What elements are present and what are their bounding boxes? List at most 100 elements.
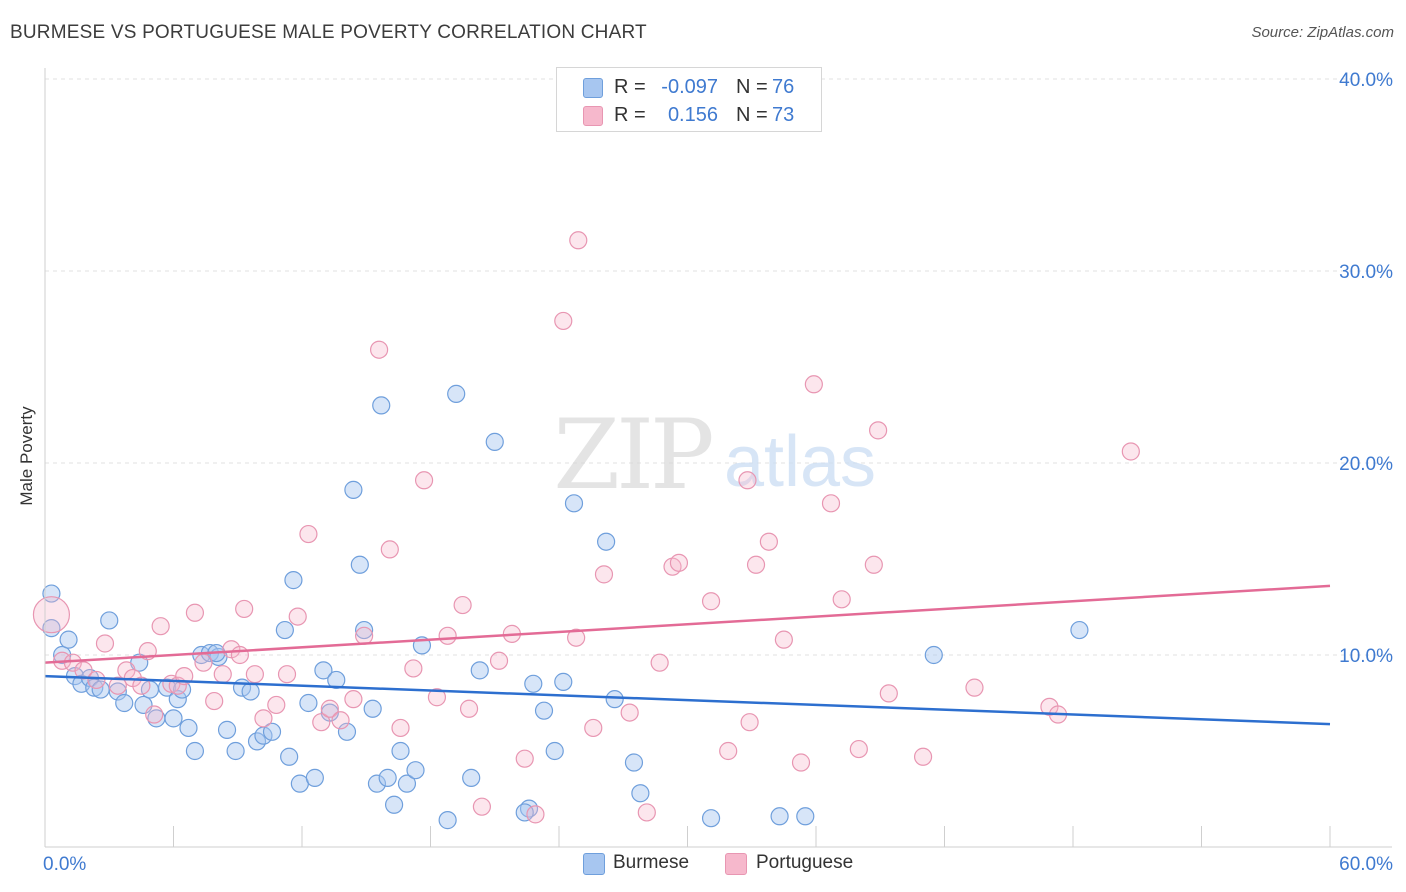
point-portuguese xyxy=(74,661,93,680)
point-burmese xyxy=(350,555,369,574)
point-portuguese xyxy=(230,645,249,665)
point-burmese xyxy=(470,661,489,680)
point-burmese xyxy=(108,682,127,701)
point-portuguese xyxy=(738,471,757,490)
point-portuguese xyxy=(669,553,689,572)
point-portuguese xyxy=(331,711,350,730)
point-burmese xyxy=(305,768,324,787)
point-burmese xyxy=(226,741,245,761)
point-portuguese xyxy=(288,607,307,626)
point-burmese xyxy=(275,620,294,640)
point-burmese xyxy=(796,807,815,826)
point-burmese xyxy=(631,784,650,803)
point-burmese xyxy=(217,720,237,739)
point-portuguese xyxy=(453,595,472,615)
point-burmese xyxy=(164,709,183,728)
point-portuguese xyxy=(213,665,232,684)
point-portuguese xyxy=(584,718,603,738)
point-portuguese xyxy=(567,628,586,647)
legend-n-value: 73 xyxy=(772,104,795,126)
legend-r-label: R = xyxy=(614,104,646,126)
point-portuguese xyxy=(913,747,933,766)
point-burmese xyxy=(924,645,943,665)
point-portuguese xyxy=(740,713,759,732)
point-burmese xyxy=(438,811,457,830)
point-portuguese xyxy=(791,753,811,772)
point-burmese xyxy=(59,630,78,649)
point-portuguese xyxy=(746,555,766,574)
point-portuguese xyxy=(414,471,434,490)
legend-r-value: 0.156 xyxy=(667,104,718,126)
point-portuguese xyxy=(277,665,297,684)
point-burmese xyxy=(701,809,721,828)
point-burmese xyxy=(485,432,504,451)
point-portuguese xyxy=(235,599,254,619)
point-burmese xyxy=(314,661,333,680)
point-burmese xyxy=(363,699,382,718)
legend-row-portuguese: R = 0.156 N = 73 xyxy=(557,101,821,129)
point-burmese xyxy=(554,672,573,691)
y-tick-label: 40.0% xyxy=(1339,70,1393,91)
point-burmese xyxy=(367,774,387,793)
point-portuguese xyxy=(701,592,721,611)
point-burmese xyxy=(100,611,119,630)
point-portuguese xyxy=(594,565,614,584)
point-portuguese xyxy=(759,532,778,551)
point-portuguese xyxy=(459,699,479,718)
point-burmese xyxy=(624,753,644,772)
point-portuguese xyxy=(427,688,447,707)
point-portuguese xyxy=(554,311,573,331)
point-burmese xyxy=(1070,620,1089,640)
point-portuguese xyxy=(879,684,898,703)
point-portuguese xyxy=(569,231,588,250)
point-portuguese xyxy=(804,375,823,394)
watermark-zip: ZIP xyxy=(553,399,712,511)
point-portuguese xyxy=(132,676,151,695)
point-portuguese xyxy=(32,596,71,634)
point-portuguese xyxy=(650,653,669,672)
point-portuguese xyxy=(344,690,363,709)
grid-layer xyxy=(45,78,1392,656)
point-burmese xyxy=(262,722,282,741)
point-portuguese xyxy=(515,749,534,768)
correlation-legend: R = -0.097 N = 76 R = 0.156 N = 73 xyxy=(556,67,822,132)
point-burmese xyxy=(384,795,404,814)
point-burmese xyxy=(564,494,584,513)
point-burmese xyxy=(185,741,205,761)
point-burmese xyxy=(406,761,425,780)
point-burmese xyxy=(597,532,616,551)
point-burmese xyxy=(378,768,397,787)
point-portuguese xyxy=(87,670,106,690)
legend-swatch-portuguese xyxy=(583,106,603,126)
point-portuguese xyxy=(821,494,841,513)
y-tick-label: 20.0% xyxy=(1339,454,1393,475)
point-portuguese xyxy=(95,634,115,653)
point-portuguese xyxy=(151,617,170,636)
point-portuguese xyxy=(299,524,318,544)
point-burmese xyxy=(605,690,624,709)
watermark-atlas: atlas xyxy=(724,422,876,502)
point-portuguese xyxy=(145,705,164,724)
point-portuguese xyxy=(472,797,491,816)
legend-n-value: 76 xyxy=(772,76,795,98)
point-burmese xyxy=(168,690,187,709)
point-burmese xyxy=(344,480,363,499)
bottom-legend-swatch-portuguese xyxy=(725,853,747,875)
point-burmese xyxy=(241,682,260,701)
point-portuguese xyxy=(355,626,374,645)
legend-r-value: -0.097 xyxy=(661,76,718,98)
points-layer xyxy=(32,231,1140,830)
legend-r-label: R = xyxy=(614,76,646,98)
y-tick-label: 30.0% xyxy=(1339,262,1393,283)
bottom-legend-label-portuguese: Portuguese xyxy=(756,852,854,873)
legend-swatch-burmese xyxy=(583,78,603,98)
point-burmese xyxy=(42,584,61,603)
point-portuguese xyxy=(380,540,399,559)
point-portuguese xyxy=(205,691,224,711)
point-portuguese xyxy=(620,703,639,722)
point-portuguese xyxy=(245,665,264,684)
source-label: Source: ZipAtlas.com xyxy=(1251,24,1394,41)
point-burmese xyxy=(545,741,564,761)
point-burmese xyxy=(179,718,198,738)
